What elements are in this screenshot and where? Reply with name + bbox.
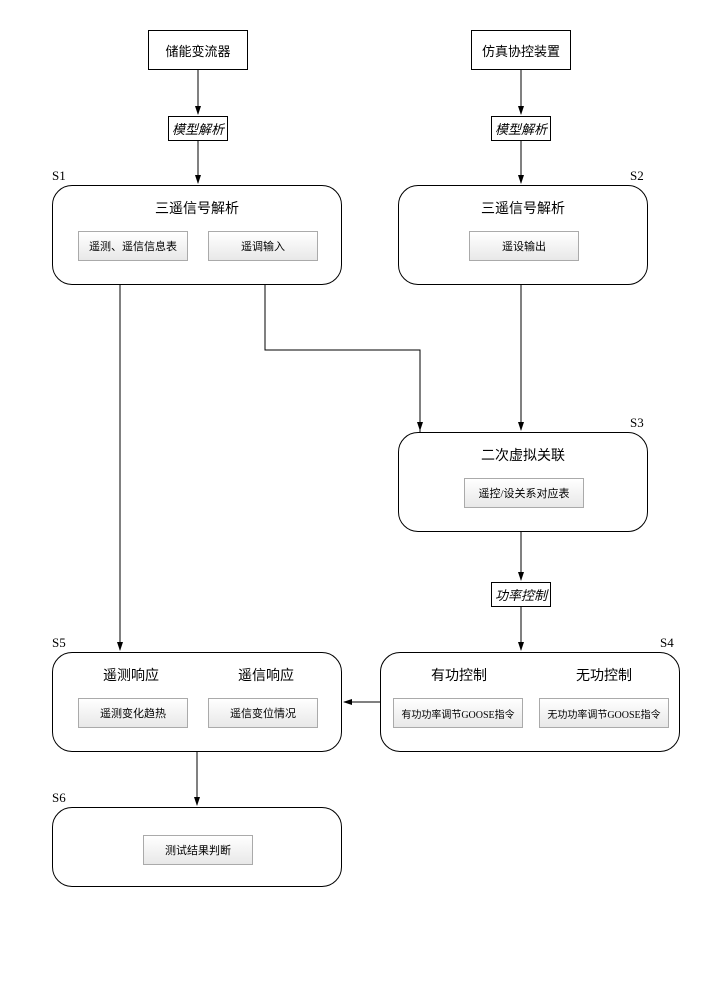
model-parse-left: 模型解析 — [168, 116, 228, 141]
s6-tag: S6 — [52, 790, 66, 806]
s4-tag: S4 — [660, 635, 674, 651]
s5-panel: 遥测响应 遥信响应 遥测变化趋热 遥信变位情况 — [52, 652, 342, 752]
s4-title-right: 无功控制 — [576, 665, 632, 685]
power-control-label: 功率控制 — [491, 582, 551, 607]
s2-panel: 三遥信号解析 遥设输出 — [398, 185, 648, 285]
s1-panel: 三遥信号解析 遥测、遥信信息表 遥调输入 — [52, 185, 342, 285]
s5-box-left: 遥测变化趋热 — [78, 698, 188, 728]
s3-box1: 遥控/设关系对应表 — [464, 478, 584, 508]
s2-tag: S2 — [630, 168, 644, 184]
s3-tag: S3 — [630, 415, 644, 431]
s1-box2: 遥调输入 — [208, 231, 318, 261]
s3-panel: 二次虚拟关联 遥控/设关系对应表 — [398, 432, 648, 532]
model-parse-right: 模型解析 — [491, 116, 551, 141]
s5-title-right: 遥信响应 — [238, 665, 294, 685]
s4-box-right: 无功功率调节GOOSE指令 — [539, 698, 669, 728]
s5-box-right: 遥信变位情况 — [208, 698, 318, 728]
s1-box1: 遥测、遥信信息表 — [78, 231, 188, 261]
s4-title-left: 有功控制 — [431, 665, 487, 685]
top-right-box: 仿真协控装置 — [471, 30, 571, 70]
s6-box1: 测试结果判断 — [143, 835, 253, 865]
top-left-box: 储能变流器 — [148, 30, 248, 70]
s4-box-left: 有功功率调节GOOSE指令 — [393, 698, 523, 728]
s6-panel: 测试结果判断 — [52, 807, 342, 887]
s1-tag: S1 — [52, 168, 66, 184]
s3-title: 二次虚拟关联 — [399, 445, 647, 465]
s2-title: 三遥信号解析 — [399, 198, 647, 218]
s5-title-left: 遥测响应 — [103, 665, 159, 685]
s2-box1: 遥设输出 — [469, 231, 579, 261]
s5-tag: S5 — [52, 635, 66, 651]
s1-title: 三遥信号解析 — [53, 198, 341, 218]
s4-panel: 有功控制 无功控制 有功功率调节GOOSE指令 无功功率调节GOOSE指令 — [380, 652, 680, 752]
